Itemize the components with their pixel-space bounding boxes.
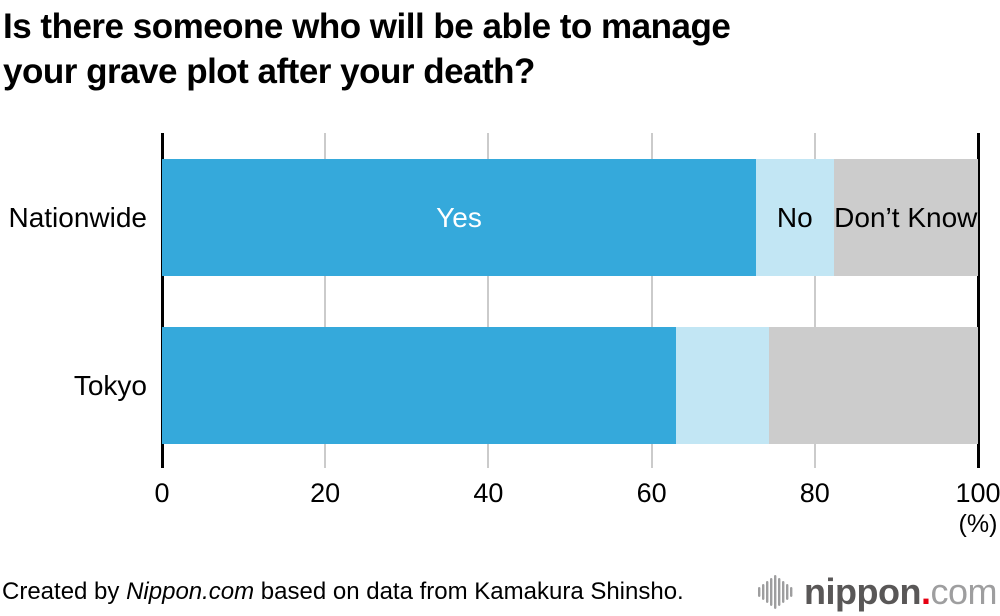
x-tick-label: 20 bbox=[310, 478, 341, 508]
axis-line bbox=[976, 133, 980, 468]
segment-label: No bbox=[776, 201, 813, 233]
gridline bbox=[487, 133, 490, 468]
x-tick-label: 60 bbox=[636, 478, 667, 508]
soundwave-bars-icon bbox=[758, 575, 793, 609]
x-tick-label: 80 bbox=[799, 478, 830, 508]
bar-row-tokyo bbox=[162, 327, 978, 444]
chart-title-line1: Is there someone who will be able to man… bbox=[3, 7, 731, 46]
plot-area: Yes No Don’t Know bbox=[160, 133, 980, 468]
gridline bbox=[813, 133, 816, 468]
credit-prefix: Created by bbox=[2, 578, 127, 605]
category-label-tokyo: Tokyo bbox=[73, 369, 147, 401]
nippon-logo-text: nippon.com bbox=[804, 571, 997, 612]
credit-source: Nippon.com bbox=[126, 578, 255, 605]
gridline bbox=[324, 133, 327, 468]
x-tick-label: 100 bbox=[955, 478, 1000, 508]
bar-segment: Yes bbox=[162, 159, 757, 276]
category-label-nationwide: Nationwide bbox=[8, 201, 147, 233]
bar-segment bbox=[769, 327, 978, 444]
bar-segment bbox=[162, 327, 677, 444]
bar-segment bbox=[676, 327, 770, 444]
credit-line: Created by Nippon.com based on data from… bbox=[2, 578, 684, 606]
gridline bbox=[650, 133, 653, 468]
axis-unit-label: (%) bbox=[958, 510, 998, 538]
chart-title-line2: your grave plot after your death? bbox=[3, 52, 535, 91]
axis-line bbox=[160, 133, 164, 468]
segment-label: Yes bbox=[436, 201, 482, 233]
credit-suffix: based on data from Kamakura Shinsho. bbox=[254, 578, 684, 605]
bar-row-nationwide: Yes No Don’t Know bbox=[162, 159, 978, 276]
bar-segment: Don’t Know bbox=[833, 159, 978, 276]
nippon-logo: nippon.com bbox=[758, 572, 997, 612]
segment-label: Don’t Know bbox=[834, 201, 978, 233]
x-tick-label: 40 bbox=[473, 478, 504, 508]
bar-segment: No bbox=[756, 159, 834, 276]
x-tick-label: 0 bbox=[154, 478, 170, 508]
chart-title: Is there someone who will be able to man… bbox=[3, 4, 731, 94]
